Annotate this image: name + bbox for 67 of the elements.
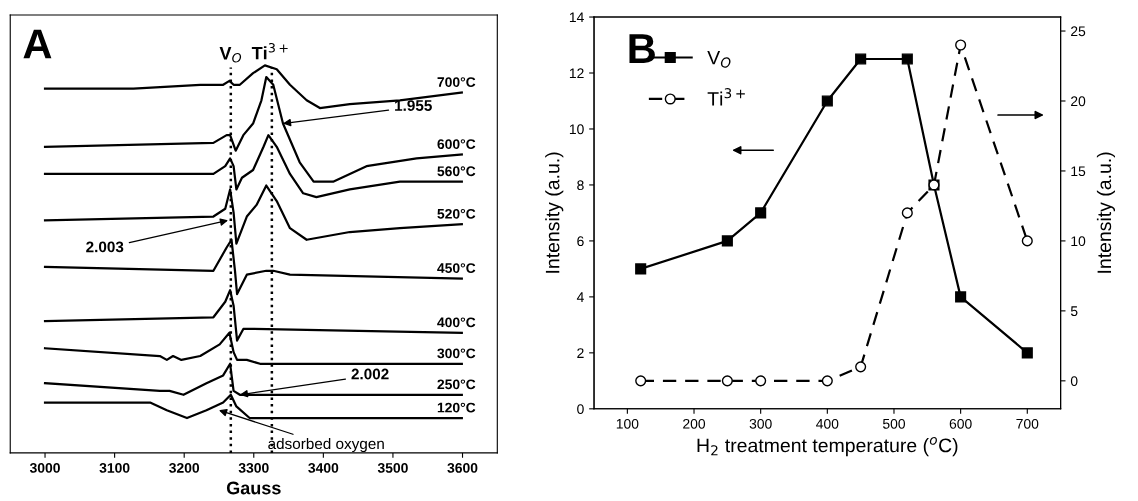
series-label: 560°C [437,166,476,177]
x-tick-label: 3500 [377,462,408,473]
point [755,207,767,219]
y-tick-label: 4 [576,292,584,302]
point [955,291,967,303]
y2-tick-label: 5 [1070,306,1078,317]
point [755,375,767,387]
series-label: 450°C [437,263,476,274]
annotation: 2.003 [86,241,124,253]
y2-tick-label: 20 [1071,96,1086,107]
point [635,375,647,387]
x-tick-label: 100 [616,418,639,429]
y-tick-label: 6 [577,236,584,247]
series-label: 120°C [437,402,476,413]
y2-tick-label: 0 [1070,376,1078,386]
legend-label: V$_{O}$ [707,50,731,68]
point [721,375,733,387]
x-tick-label: 3100 [99,462,130,473]
point [1021,347,1033,359]
point [855,361,867,373]
point [821,375,833,387]
series-label: 700°C [437,77,476,88]
x-tick-label: 300 [749,418,772,429]
series-label: 520°C [437,208,476,219]
legend-label: Ti$^{3+}$ [707,88,745,106]
x-tick-label: 3600 [447,462,478,473]
point [855,53,867,65]
y2-tick-label: 25 [1071,26,1086,37]
y-axis-title: Intensity (a.u.) [545,152,564,273]
y-tick-label: 8 [577,180,584,191]
y-tick-label: 2 [577,348,584,358]
point [955,39,967,51]
point [901,207,913,219]
x-tick-label: 600 [949,418,972,429]
x-tick-label: 3400 [308,462,339,473]
x-tick-label: 400 [816,418,839,429]
ref-line-label: V$_{O}$ [219,46,242,63]
x-tick-label: 3200 [169,462,200,473]
x-tick-label: 700 [1016,418,1039,429]
y2-axis-title: Intensity (a.u.) [1096,152,1116,273]
point [821,95,833,107]
point [635,263,647,275]
y-tick-label: 0 [577,404,584,414]
point [721,235,733,247]
y2-tick-label: 10 [1071,236,1086,247]
text: A [23,29,52,59]
y-tick-label: 14 [569,12,584,23]
y-tick-label: 10 [569,124,584,135]
x-axis-title: Gauss [226,481,281,495]
series-label: 250°C [437,379,476,390]
x-tick-label: 3300 [238,462,269,473]
x-axis-title: H$_{2}$ treatment temperature ($^{o}$C) [697,437,958,457]
y2-tick-label: 15 [1071,166,1086,177]
point [901,53,913,65]
ref-line-label: Ti$^{3+}$ [251,43,288,60]
point [1021,235,1033,247]
series-label: 400°C [437,317,476,328]
x-tick-label: 3000 [29,462,60,473]
series-label: 600°C [437,139,476,150]
x-tick-label: 500 [882,418,906,429]
annotation: 2.002 [351,368,389,380]
annotation: 1.955 [395,100,432,111]
y-tick-label: 12 [569,68,584,79]
annotation: B [629,34,655,63]
x-tick-label: 200 [683,418,706,429]
annotation: adsorbed oxygen [268,437,384,453]
series-label: 300°C [437,348,476,359]
